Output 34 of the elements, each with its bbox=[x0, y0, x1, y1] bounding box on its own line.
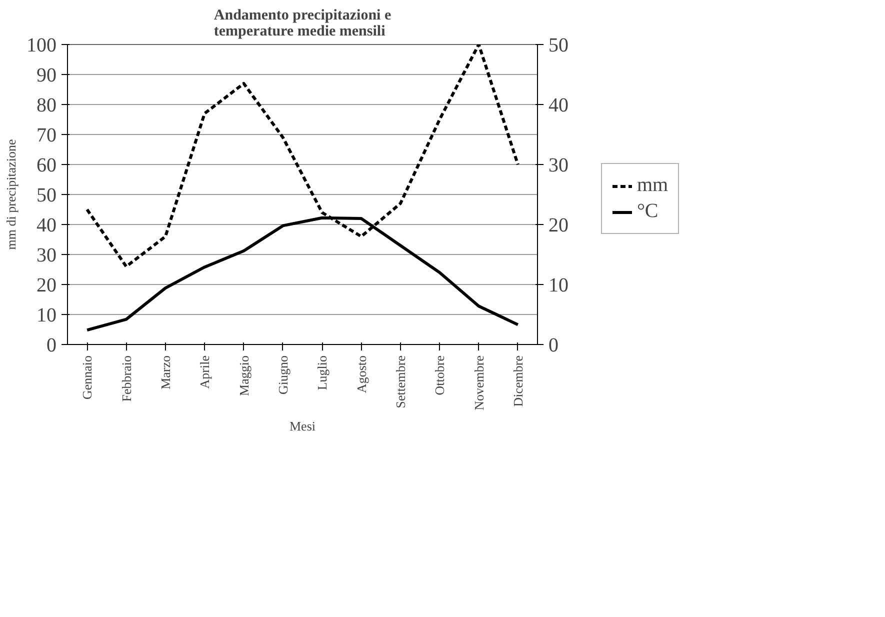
x-tick-label: Maggio bbox=[236, 355, 252, 396]
x-tick-label: Novembre bbox=[471, 355, 486, 410]
x-tick-label: Aprile bbox=[197, 355, 212, 389]
y-tick-label: 0 bbox=[46, 334, 56, 356]
y2-tick-label: 10 bbox=[548, 274, 568, 296]
x-tick-label: Settembre bbox=[392, 355, 408, 408]
legend-label: mm bbox=[636, 174, 668, 197]
y2-tick-label: 0 bbox=[548, 334, 558, 356]
chart-title: Andamento precipitazioni e temperature medie mensili bbox=[214, 8, 392, 40]
x-tick-label: Agosto bbox=[354, 355, 369, 394]
y2-tick-label: 40 bbox=[548, 94, 568, 116]
x-tick-label: Gennaio bbox=[80, 355, 95, 400]
x-axis-title: Mesi bbox=[290, 418, 316, 434]
y2-tick-label: 50 bbox=[548, 34, 568, 56]
y-tick-label: 40 bbox=[36, 214, 56, 236]
y-tick-label: 90 bbox=[36, 64, 56, 86]
y-axis-title: mm di precipitazione bbox=[4, 139, 18, 250]
y2-tick-label: 30 bbox=[548, 154, 568, 176]
y-tick-label: 100 bbox=[26, 34, 56, 56]
x-tick-label: Giugno bbox=[275, 356, 290, 394]
y-tick-label: 70 bbox=[36, 124, 56, 146]
x-tick-label: Febbraio bbox=[118, 355, 134, 402]
y-tick-label: 50 bbox=[36, 184, 56, 206]
x-tick-label: Dicembre bbox=[510, 355, 526, 407]
y2-tick-label: 20 bbox=[548, 214, 568, 236]
y-tick-label: 30 bbox=[36, 244, 56, 266]
y-tick-label: 20 bbox=[36, 274, 56, 296]
y-tick-label: 60 bbox=[36, 154, 56, 176]
y-tick-label: 80 bbox=[36, 94, 56, 116]
legend-label: °C bbox=[636, 200, 658, 223]
x-tick-label: Marzo bbox=[158, 355, 173, 390]
x-tick-label: Ottobre bbox=[432, 355, 448, 396]
x-tick-label: Luglio bbox=[314, 355, 330, 390]
y-tick-label: 10 bbox=[36, 304, 56, 326]
